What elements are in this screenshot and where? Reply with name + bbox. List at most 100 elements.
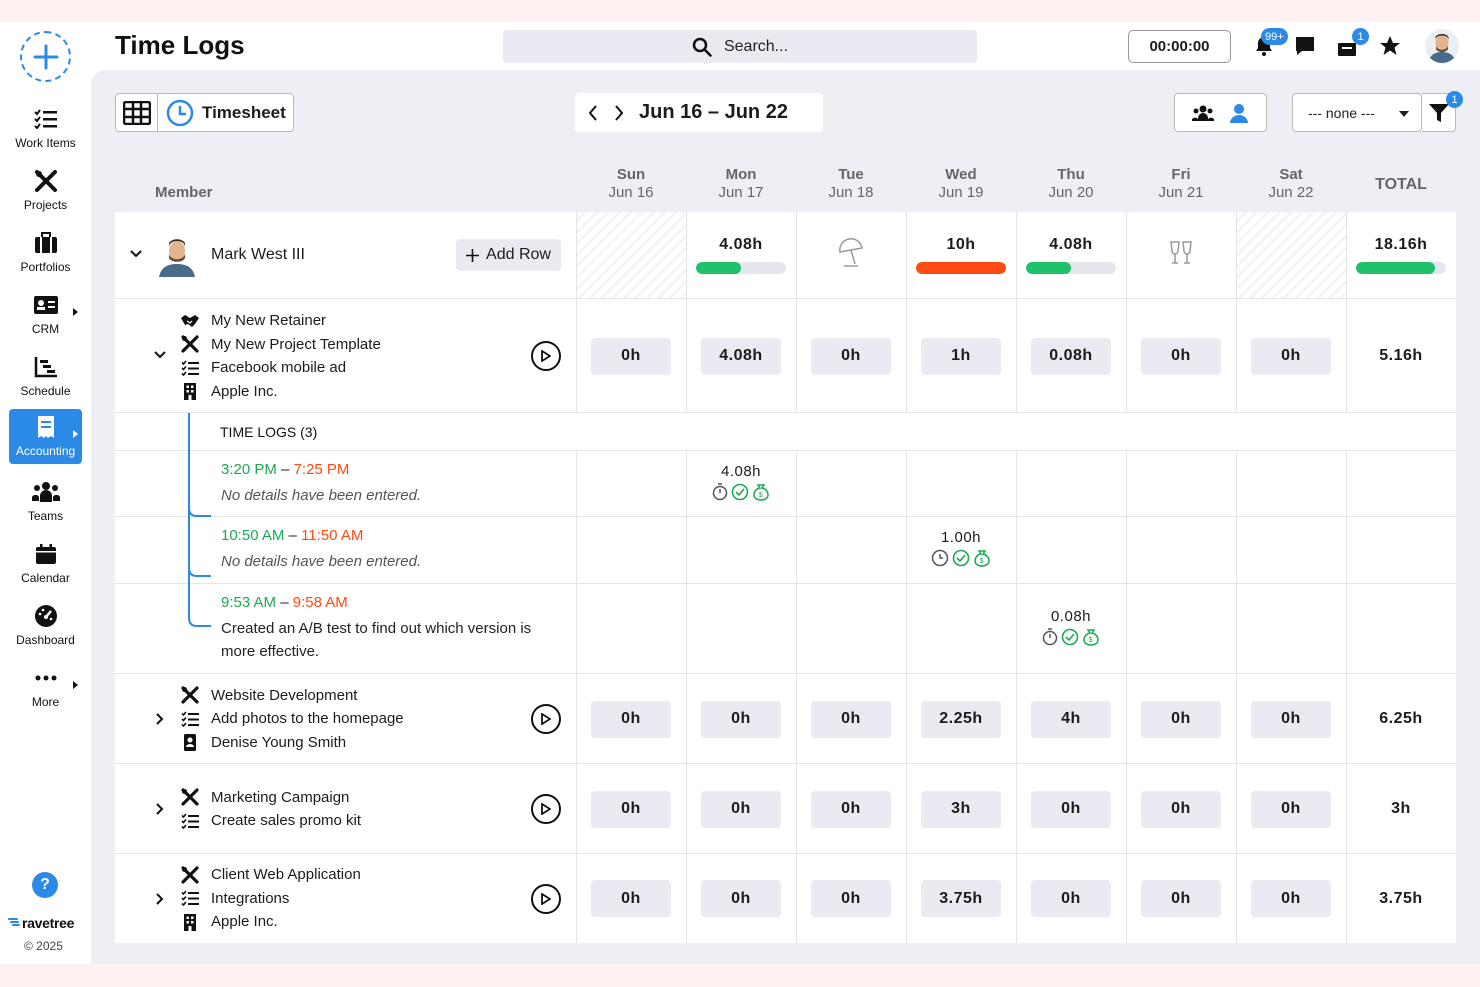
- sidebar-item-portfolios[interactable]: Portfolios: [9, 225, 82, 281]
- tools-icon: [181, 335, 199, 353]
- sidebar-item-projects[interactable]: Projects: [9, 163, 82, 219]
- day-hours-cell: 0h: [576, 674, 686, 764]
- hours-input[interactable]: 0h: [701, 880, 781, 917]
- timelog-row[interactable]: 10:50 AM – 11:50 AM No details have been…: [115, 517, 1456, 584]
- hours-input[interactable]: 0h: [811, 700, 891, 738]
- task-total-cell: 6.25h: [1346, 674, 1456, 764]
- hours-input[interactable]: 0h: [591, 337, 671, 375]
- hours-input[interactable]: 3.75h: [921, 880, 1001, 917]
- start-timer-button[interactable]: [531, 794, 561, 824]
- timelog-row[interactable]: 3:20 PM – 7:25 PM No details have been e…: [115, 451, 1456, 517]
- create-button[interactable]: [20, 31, 71, 82]
- hours-input[interactable]: 0h: [1031, 880, 1111, 917]
- task-line: Website Development: [181, 684, 357, 707]
- hours-input[interactable]: 0h: [591, 790, 671, 828]
- day-date: Jun 22: [1268, 184, 1314, 201]
- hours-input[interactable]: 0h: [811, 337, 891, 375]
- time-tracker-button[interactable]: 00:00:00: [1128, 30, 1231, 63]
- grid-divider: [686, 212, 687, 413]
- messages-button[interactable]: [1294, 35, 1316, 62]
- day-hours-cell: 4.08h: [686, 299, 796, 413]
- day-hours-cell: 0h: [1126, 674, 1236, 764]
- chevron-left-icon[interactable]: [587, 104, 599, 122]
- hours-input[interactable]: 0h: [811, 790, 891, 828]
- chevron-down-icon[interactable]: [153, 350, 167, 360]
- start-timer-button[interactable]: [531, 704, 561, 734]
- hours-input[interactable]: 0h: [1141, 790, 1221, 828]
- single-user-icon[interactable]: [1229, 103, 1249, 123]
- task-row: Client Web Application Integrations Apple …: [115, 854, 1456, 943]
- sidebar-item-calendar[interactable]: Calendar: [9, 536, 82, 592]
- hours-input[interactable]: 3h: [921, 790, 1001, 828]
- chevron-right-icon[interactable]: [155, 712, 165, 726]
- hours-input[interactable]: 4.08h: [701, 337, 781, 375]
- search-input[interactable]: Search...: [503, 30, 977, 63]
- hours-input[interactable]: 0h: [1031, 790, 1111, 828]
- hours-input[interactable]: 0h: [1251, 790, 1331, 828]
- timelog-note: No details have been entered.: [221, 487, 422, 504]
- start-timer-button[interactable]: [531, 341, 561, 371]
- hours-input[interactable]: 2.25h: [921, 700, 1001, 738]
- sidebar-item-accounting[interactable]: Accounting: [9, 409, 82, 464]
- sidebar-item-schedule[interactable]: Schedule: [9, 349, 82, 405]
- sidebar-item-label: Projects: [23, 198, 68, 212]
- day-date: Jun 18: [828, 184, 874, 201]
- sidebar-item-crm[interactable]: CRM: [9, 287, 82, 343]
- add-row-button[interactable]: Add Row: [456, 239, 561, 271]
- task-line: Apple Inc.: [181, 380, 278, 403]
- hours-input[interactable]: 0h: [1141, 337, 1221, 375]
- grid-view-button[interactable]: [116, 94, 158, 131]
- hours-input[interactable]: 0h: [811, 880, 891, 917]
- day-hours-cell: 2.25h: [906, 674, 1016, 764]
- hours-input[interactable]: 0.08h: [1031, 337, 1111, 375]
- brand-name: ravetree: [22, 915, 75, 931]
- task-line-text: Apple Inc.: [211, 913, 278, 931]
- timesheet-view-button[interactable]: Timesheet: [158, 94, 293, 131]
- chevron-down-icon[interactable]: [129, 249, 143, 259]
- hours-input[interactable]: 0h: [1251, 880, 1331, 917]
- day-hours-cell: 0h: [796, 674, 906, 764]
- copyright: © 2025: [24, 939, 63, 953]
- task-line-text: Marketing Campaign: [211, 788, 350, 806]
- hours-input[interactable]: 0h: [591, 880, 671, 917]
- hours-input[interactable]: 0h: [701, 790, 781, 828]
- hours-input[interactable]: 0h: [1251, 700, 1331, 738]
- sidebar-item-teams[interactable]: Teams: [9, 474, 82, 530]
- task-total-hours: 3h: [1391, 800, 1411, 817]
- member-day-cell: 4.08h: [1016, 212, 1126, 298]
- timelog-row[interactable]: 9:53 AM – 9:58 AM Created an A/B test to…: [115, 584, 1456, 674]
- hours-input[interactable]: 1h: [921, 337, 1001, 375]
- task-line-text: Create sales promo kit: [211, 812, 362, 829]
- hours-input[interactable]: 0h: [591, 700, 671, 738]
- task-line-text: Client Web Application: [211, 866, 361, 884]
- hours-input[interactable]: 4h: [1031, 700, 1111, 738]
- umbrella-icon: [836, 237, 866, 273]
- user-avatar[interactable]: [1425, 29, 1459, 63]
- help-button[interactable]: ?: [32, 872, 58, 898]
- chevron-right-icon[interactable]: [613, 104, 625, 122]
- chevron-right-icon[interactable]: [155, 802, 165, 816]
- hours-input[interactable]: 0h: [1251, 337, 1331, 375]
- start-timer-button[interactable]: [531, 884, 561, 914]
- task-row: My New Retainer My New Project Template Fa…: [115, 299, 1456, 413]
- group-by-value: --- none ---: [1308, 104, 1375, 121]
- progress-fill: [1356, 262, 1436, 274]
- timelog-note: Created an A/B test to find out which ve…: [221, 620, 532, 660]
- sidebar-item-more[interactable]: More: [9, 660, 82, 716]
- billable-icon: $: [974, 550, 990, 567]
- hours-input[interactable]: 0h: [1141, 880, 1221, 917]
- hours-input[interactable]: 0h: [701, 700, 781, 738]
- sidebar-item-dashboard[interactable]: Dashboard: [9, 598, 82, 654]
- day-hours-cell: 0h: [1126, 764, 1236, 854]
- building-icon: [181, 913, 199, 931]
- sidebar-item-work-items[interactable]: Work Items: [9, 101, 82, 157]
- hours-input[interactable]: 0h: [1141, 700, 1221, 738]
- expand-caret-icon: [73, 430, 78, 438]
- day-hours-cell: 0.08h: [1016, 299, 1126, 413]
- group-icon[interactable]: [1192, 104, 1215, 122]
- chevron-right-icon[interactable]: [155, 892, 165, 906]
- sidebar-item-label: Dashboard: [16, 633, 75, 647]
- favorites-button[interactable]: [1379, 35, 1401, 62]
- group-by-select[interactable]: --- none ---: [1292, 93, 1422, 132]
- inbox-button[interactable]: [1336, 35, 1358, 62]
